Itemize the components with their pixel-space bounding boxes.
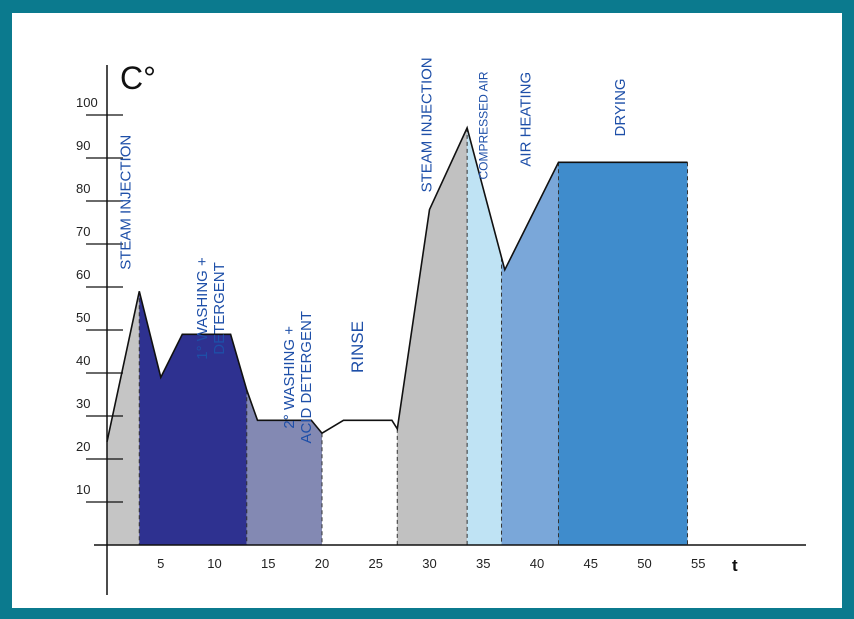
x-tick-label: 30	[422, 556, 436, 571]
x-tick-label: 50	[637, 556, 651, 571]
y-tick-label: 60	[76, 267, 90, 282]
y-axis-label: C°	[120, 60, 156, 96]
x-tick-label: 25	[369, 556, 383, 571]
y-tick-label: 90	[76, 138, 90, 153]
x-ticks: 5 10 15 20 25 30 35 40 45 50 55	[157, 556, 705, 571]
y-ticks: 10 20 30 40 50 60 70 80 90 100	[76, 95, 123, 503]
phase-label-2: 1° WASHING +DETERGENT	[194, 257, 228, 360]
x-tick-label: 10	[207, 556, 221, 571]
x-tick-label: 55	[691, 556, 705, 571]
x-tick-label: 20	[315, 556, 329, 571]
phase-areas	[107, 127, 688, 546]
y-tick-label: 70	[76, 224, 90, 239]
phase-area-8	[558, 162, 688, 546]
x-tick-label: 45	[584, 556, 598, 571]
y-tick-label: 100	[76, 95, 98, 110]
phase-labels: STEAM INJECTION 1° WASHING +DETERGENT 2° W…	[118, 57, 629, 443]
y-tick-label: 20	[76, 439, 90, 454]
chart-frame: 10 20 30 40 50 60 70 80 90 100 5 10 15 20 25 30 35 40 45 5…	[12, 13, 842, 608]
x-tick-label: 15	[261, 556, 275, 571]
temperature-profile-line	[106, 125, 688, 442]
y-tick-label: 40	[76, 353, 90, 368]
phase-area-1	[107, 291, 140, 545]
x-tick-label: 5	[157, 556, 164, 571]
phase-label-4: RINSE	[348, 321, 367, 373]
phase-area-2	[139, 291, 247, 545]
phase-area-3	[246, 390, 322, 545]
x-tick-label: 35	[476, 556, 490, 571]
phase-label-6: COMPRESSED AIR	[477, 71, 491, 179]
y-tick-label: 30	[76, 396, 90, 411]
phase-label-5: STEAM INJECTION	[419, 57, 436, 192]
y-tick-label: 80	[76, 181, 90, 196]
phase-dividers	[138, 127, 688, 545]
phase-label-7: AIR HEATING	[518, 72, 535, 167]
phase-area-6	[467, 127, 502, 546]
phase-label-1: STEAM INJECTION	[118, 135, 135, 270]
phase-area-4	[322, 420, 398, 545]
x-axis-label: t	[732, 556, 738, 575]
phase-label-8: DRYING	[612, 78, 629, 136]
x-tick-label: 40	[530, 556, 544, 571]
phase-label-3: 2° WASHING +ACID DETERGENT	[281, 311, 315, 444]
y-tick-label: 10	[76, 482, 90, 497]
phase-area-5	[397, 127, 468, 546]
y-tick-label: 50	[76, 310, 90, 325]
phase-area-7	[501, 162, 559, 546]
